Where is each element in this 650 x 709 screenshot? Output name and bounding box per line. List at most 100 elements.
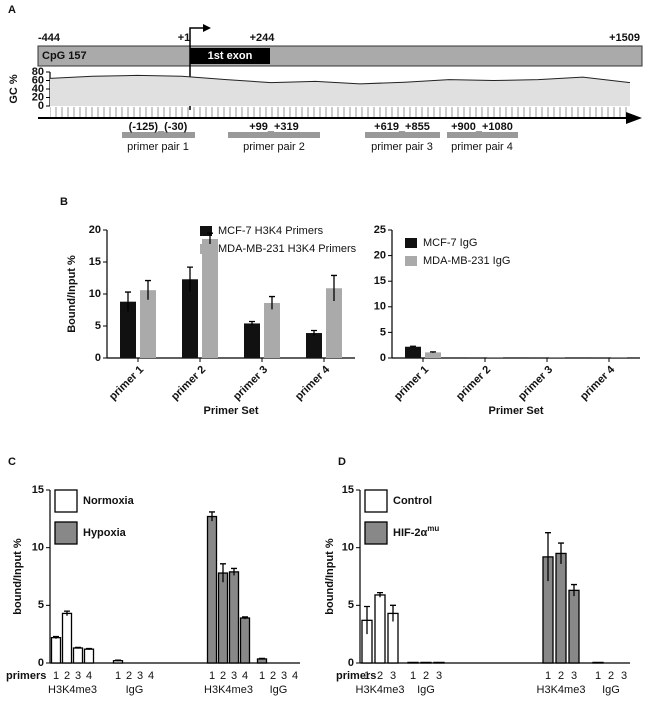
error-bar [75, 646, 81, 649]
group-label: H3K4me3 [204, 684, 253, 696]
error-bar [86, 647, 92, 650]
error-bar [249, 320, 255, 326]
x-tick-label: 3 [390, 670, 396, 682]
error-bar [545, 532, 551, 582]
panel-label: D [338, 456, 346, 468]
x-axis-label: Primer Set [488, 405, 543, 417]
primer-bar [228, 132, 320, 138]
x-axis-label: Primer Set [203, 405, 258, 417]
x-tick-label: 3 [75, 670, 81, 682]
legend-name: MDA-MB-231 IgG [423, 255, 510, 267]
primer-range: +900_+1080 [451, 121, 513, 133]
x-tick-label: 1 [545, 670, 551, 682]
bar [326, 288, 342, 358]
sequence-arrowhead [626, 112, 642, 124]
panel-label: B [60, 196, 68, 208]
y-tick-label: 15 [342, 484, 354, 496]
y-tick-label: 5 [380, 326, 386, 338]
x-tick-label: 4 [148, 670, 154, 682]
tss-arrowhead [203, 24, 211, 32]
bar [420, 661, 432, 664]
legend-name: Hypoxia [83, 527, 127, 539]
x-tick-label: primer 1 [107, 364, 146, 403]
primer-label: primer pair 4 [451, 141, 513, 153]
legend-label: MCF-7 H3K4 Primers [218, 225, 324, 237]
bar [591, 357, 607, 358]
bar [239, 617, 251, 664]
bar [120, 301, 136, 358]
legend-name: Normoxia [83, 495, 135, 507]
legend-name: Control [393, 495, 432, 507]
x-tick-label: 3 [571, 670, 577, 682]
x-tick-label: primer 4 [293, 363, 333, 403]
error-bar [125, 291, 131, 312]
bar [407, 661, 419, 664]
y-tick-label: 80 [32, 66, 44, 78]
x-tick-label: 2 [270, 670, 276, 682]
x-tick-label: 2 [126, 670, 132, 682]
error-bar [187, 266, 193, 292]
error-bar [558, 542, 564, 564]
primer-label: primer pair 2 [243, 141, 305, 153]
error-bar [331, 274, 337, 302]
primer-bar [447, 132, 518, 138]
legend-swatch [405, 256, 417, 266]
bar [467, 357, 483, 358]
primer-range: +619_+855 [374, 121, 430, 133]
y-tick-label: 20 [374, 250, 386, 262]
x-tick-label: 4 [86, 670, 92, 682]
legend-swatch [54, 489, 78, 513]
bar [592, 661, 604, 664]
group-label: IgG [602, 684, 620, 696]
bar [50, 636, 62, 664]
legend-name: HIF-2α [393, 527, 428, 539]
bar [306, 333, 322, 358]
error-bar [207, 232, 213, 245]
cpg-sites [50, 107, 630, 117]
x-tick-label: primer 2 [169, 364, 208, 403]
y-tick-label: 0 [38, 100, 44, 112]
x-tick-label: primer 1 [392, 364, 431, 403]
y-tick-label: 15 [89, 256, 101, 268]
x-tick-label: 1 [209, 670, 215, 682]
x-tick-label: 1 [364, 670, 370, 682]
primer-bars [122, 132, 518, 138]
legend-label: MCF-7 IgG [423, 237, 477, 249]
y-tick-label: 60 [32, 74, 44, 86]
error-bar [242, 616, 248, 620]
exon-label: 1st exon [208, 50, 253, 62]
x-axis-label: primers [6, 670, 46, 682]
legend-label: MDA-MB-231 H3K4 Primers [218, 243, 357, 255]
error-bar [53, 635, 59, 639]
legend-swatch [200, 226, 212, 236]
island-label: CpG 157 [42, 50, 87, 62]
error-bar [269, 295, 275, 310]
group-label: IgG [126, 684, 144, 696]
x-axis-label: primers [336, 670, 376, 682]
y-tick-label: 20 [32, 91, 44, 103]
group-label: H3K4me3 [48, 684, 97, 696]
x-tick-label: 1 [259, 670, 265, 682]
x-tick-label: primer 3 [231, 364, 270, 403]
exon [190, 48, 270, 64]
error-bar [115, 659, 121, 662]
group-label: H3K4me3 [356, 684, 405, 696]
legend-label: HIF-2αmu [393, 524, 439, 539]
legend-label: Control [393, 495, 432, 507]
x-tick-label: primer 4 [578, 363, 618, 403]
y-axis-label: GC % [8, 74, 20, 104]
primer-label: primer pair 3 [371, 141, 433, 153]
bar [228, 571, 240, 664]
error-bar [209, 511, 215, 522]
bar [264, 302, 280, 358]
legend-name: MCF-7 H3K4 Primers [218, 225, 324, 237]
error-bar [259, 657, 265, 660]
x-tick-label: 1 [53, 670, 59, 682]
y-axis-label: bound/Input % [12, 538, 24, 615]
legend-label: MDA-MB-231 IgG [423, 255, 510, 267]
legend-swatch [54, 521, 78, 545]
gc-line [49, 74, 631, 85]
y-tick-label: 10 [89, 288, 101, 300]
error-bar [390, 604, 396, 622]
